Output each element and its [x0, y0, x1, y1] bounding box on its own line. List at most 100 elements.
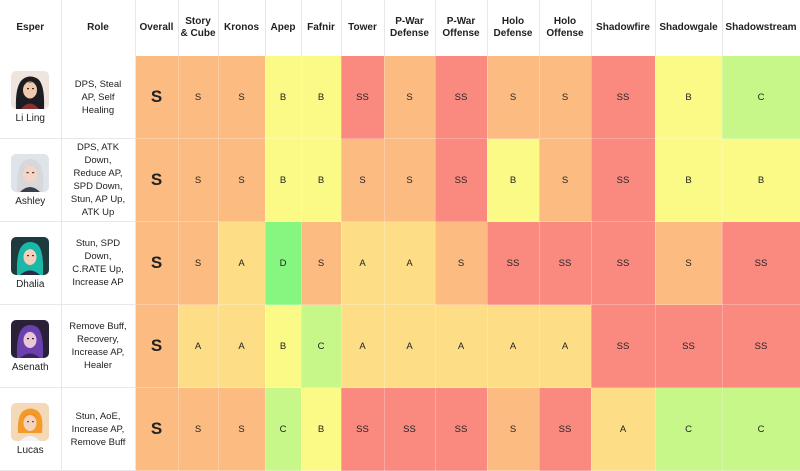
- role-cell: DPS, Steal AP, Self Healing: [61, 56, 136, 139]
- overall-tier-cell: S: [135, 56, 179, 139]
- tower-tier-cell: A: [341, 304, 385, 388]
- apep-tier-cell: C: [265, 387, 302, 471]
- tower-tier-cell: A: [341, 221, 385, 305]
- story-cube-tier-cell: A: [178, 304, 219, 388]
- header-holo-defense: Holo Defense: [487, 0, 540, 56]
- shadowfire-tier-cell: SS: [591, 221, 656, 305]
- tower-tier-cell: S: [341, 138, 385, 222]
- shadowgale-tier-cell: S: [655, 221, 723, 305]
- header-row: Esper Role Overall Story & Cube Kronos A…: [0, 0, 800, 56]
- shadowfire-tier-cell: SS: [591, 56, 656, 139]
- apep-tier-cell: D: [265, 221, 302, 305]
- overall-tier-cell: S: [135, 221, 179, 305]
- pwar-defense-tier-cell: A: [384, 304, 436, 388]
- shadowstream-tier-cell: SS: [722, 221, 800, 305]
- esper-name: Lucas: [16, 444, 44, 456]
- role-cell: Stun, AoE, Increase AP, Remove Buff: [61, 387, 136, 471]
- table-row: Lucas Stun, AoE, Increase AP, Remove Buf…: [0, 387, 800, 471]
- esper-name: Li Ling: [15, 112, 45, 124]
- shadowstream-tier-cell: SS: [722, 304, 800, 388]
- esper-cell: Lucas: [0, 387, 62, 471]
- shadowgale-tier-cell: C: [655, 387, 723, 471]
- header-shadowgale: Shadowgale: [655, 0, 723, 56]
- pwar-offense-tier-cell: SS: [435, 138, 488, 222]
- header-role: Role: [61, 0, 136, 56]
- holo-defense-tier-cell: S: [487, 387, 540, 471]
- story-cube-tier-cell: S: [178, 56, 219, 139]
- kronos-tier-cell: S: [218, 387, 266, 471]
- header-story-cube: Story & Cube: [178, 0, 219, 56]
- apep-tier-cell: B: [265, 56, 302, 139]
- holo-defense-tier-cell: SS: [487, 221, 540, 305]
- shadowstream-tier-cell: B: [722, 138, 800, 222]
- holo-offense-tier-cell: A: [539, 304, 592, 388]
- header-tower: Tower: [341, 0, 385, 56]
- shadowstream-tier-cell: C: [722, 56, 800, 139]
- esper-cell: Asenath: [0, 304, 62, 388]
- li-ling-portrait-icon: [11, 70, 50, 109]
- fafnir-tier-cell: B: [301, 138, 342, 222]
- role-cell: Remove Buff, Recovery, Increase AP, Heal…: [61, 304, 136, 388]
- tower-tier-cell: SS: [341, 387, 385, 471]
- kronos-tier-cell: S: [218, 56, 266, 139]
- overall-tier-cell: S: [135, 304, 179, 388]
- header-overall: Overall: [135, 0, 179, 56]
- pwar-defense-tier-cell: S: [384, 56, 436, 139]
- header-shadowfire: Shadowfire: [591, 0, 656, 56]
- ashley-portrait-icon: [11, 153, 50, 192]
- kronos-tier-cell: A: [218, 221, 266, 305]
- pwar-offense-tier-cell: SS: [435, 56, 488, 139]
- holo-offense-tier-cell: S: [539, 138, 592, 222]
- fafnir-tier-cell: B: [301, 56, 342, 139]
- holo-defense-tier-cell: S: [487, 56, 540, 139]
- header-kronos: Kronos: [218, 0, 266, 56]
- table-row: Asenath Remove Buff, Recovery, Increase …: [0, 304, 800, 388]
- apep-tier-cell: B: [265, 138, 302, 222]
- header-holo-offense: Holo Offense: [539, 0, 592, 56]
- story-cube-tier-cell: S: [178, 138, 219, 222]
- pwar-offense-tier-cell: A: [435, 304, 488, 388]
- kronos-tier-cell: A: [218, 304, 266, 388]
- fafnir-tier-cell: C: [301, 304, 342, 388]
- overall-tier-cell: S: [135, 387, 179, 471]
- shadowgale-tier-cell: B: [655, 56, 723, 139]
- pwar-offense-tier-cell: SS: [435, 387, 488, 471]
- header-shadowstream: Shadowstream: [722, 0, 800, 56]
- header-pwar-defense: P-War Defense: [384, 0, 436, 56]
- esper-name: Ashley: [15, 195, 46, 207]
- tower-tier-cell: SS: [341, 56, 385, 139]
- header-esper: Esper: [0, 0, 62, 56]
- esper-cell: Dhalia: [0, 221, 62, 305]
- holo-defense-tier-cell: A: [487, 304, 540, 388]
- pwar-defense-tier-cell: S: [384, 138, 436, 222]
- dhalia-portrait-icon: [11, 236, 50, 275]
- pwar-offense-tier-cell: S: [435, 221, 488, 305]
- story-cube-tier-cell: S: [178, 387, 219, 471]
- lucas-portrait-icon: [11, 402, 50, 441]
- shadowfire-tier-cell: A: [591, 387, 656, 471]
- shadowfire-tier-cell: SS: [591, 304, 656, 388]
- kronos-tier-cell: S: [218, 138, 266, 222]
- esper-cell: Li Ling: [0, 56, 62, 139]
- holo-defense-tier-cell: B: [487, 138, 540, 222]
- role-cell: DPS, ATK Down, Reduce AP, SPD Down, Stun…: [61, 138, 136, 222]
- header-apep: Apep: [265, 0, 302, 56]
- asenath-portrait-icon: [11, 319, 50, 358]
- esper-name: Dhalia: [16, 278, 45, 290]
- pwar-defense-tier-cell: A: [384, 221, 436, 305]
- shadowstream-tier-cell: C: [722, 387, 800, 471]
- header-pwar-offense: P-War Offense: [435, 0, 488, 56]
- holo-offense-tier-cell: SS: [539, 221, 592, 305]
- esper-name: Asenath: [11, 361, 49, 373]
- fafnir-tier-cell: S: [301, 221, 342, 305]
- header-fafnir: Fafnir: [301, 0, 342, 56]
- esper-cell: Ashley: [0, 138, 62, 222]
- table-row: Dhalia Stun, SPD Down, C.RATE Up, Increa…: [0, 221, 800, 305]
- table-row: Ashley DPS, ATK Down, Reduce AP, SPD Dow…: [0, 138, 800, 222]
- fafnir-tier-cell: B: [301, 387, 342, 471]
- table-row: Li Ling DPS, Steal AP, Self Healing S S …: [0, 56, 800, 139]
- holo-offense-tier-cell: SS: [539, 387, 592, 471]
- overall-tier-cell: S: [135, 138, 179, 222]
- shadowgale-tier-cell: B: [655, 138, 723, 222]
